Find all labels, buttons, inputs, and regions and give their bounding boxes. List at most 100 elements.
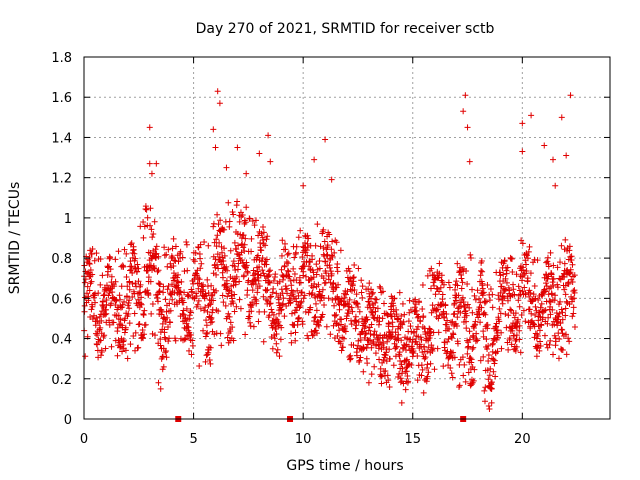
data-point	[536, 347, 543, 354]
data-point	[318, 314, 325, 321]
data-point	[165, 246, 172, 253]
data-point	[545, 314, 552, 321]
data-point	[512, 310, 519, 317]
data-point	[527, 270, 534, 277]
data-point	[445, 279, 452, 286]
data-point	[468, 356, 475, 363]
data-point	[439, 279, 446, 286]
data-point	[132, 255, 139, 262]
data-point	[83, 290, 90, 297]
data-point	[321, 238, 328, 245]
data-point	[226, 223, 233, 230]
data-point	[545, 263, 552, 270]
data-point	[427, 328, 434, 335]
data-point	[461, 304, 468, 311]
data-point	[160, 283, 167, 290]
data-point	[571, 295, 578, 302]
data-point	[167, 291, 174, 298]
data-point	[288, 330, 295, 337]
data-point	[118, 283, 125, 290]
data-point	[498, 329, 505, 336]
data-point	[212, 256, 219, 263]
data-point	[407, 323, 414, 330]
data-point	[164, 286, 171, 293]
data-point	[319, 311, 326, 318]
data-point	[144, 287, 151, 294]
data-point	[197, 265, 204, 272]
data-point	[274, 346, 281, 353]
data-point	[92, 299, 99, 306]
data-point	[179, 310, 186, 317]
data-point	[107, 254, 114, 261]
data-point	[202, 304, 209, 311]
data-point	[260, 338, 267, 345]
data-point	[262, 242, 269, 249]
data-point	[414, 377, 421, 384]
data-point	[225, 199, 232, 206]
data-point	[197, 305, 204, 312]
data-point	[236, 218, 243, 225]
data-point	[281, 313, 288, 320]
data-point	[392, 329, 399, 336]
data-point	[358, 329, 365, 336]
data-point	[450, 311, 457, 318]
data-point	[375, 321, 382, 328]
data-point	[526, 293, 533, 300]
axis-ticks	[83, 56, 610, 420]
data-point	[178, 278, 185, 285]
data-point	[254, 274, 261, 281]
data-point	[364, 316, 371, 323]
data-point	[520, 267, 527, 274]
data-point	[280, 300, 287, 307]
data-point	[432, 291, 439, 298]
data-point	[132, 280, 139, 287]
data-point	[231, 263, 238, 270]
data-point	[565, 280, 572, 287]
data-point	[379, 315, 386, 322]
data-point	[192, 250, 199, 257]
data-point	[558, 306, 565, 313]
data-point	[259, 267, 266, 274]
data-point	[545, 273, 552, 280]
data-point	[103, 296, 110, 303]
data-point	[273, 349, 280, 356]
x-tick-label: 20	[514, 432, 531, 447]
data-point	[541, 332, 548, 339]
data-point	[260, 240, 267, 247]
data-point	[552, 292, 559, 299]
data-point	[216, 239, 223, 246]
data-point	[153, 243, 160, 250]
data-point	[109, 289, 116, 296]
data-point	[248, 248, 255, 255]
data-point	[571, 289, 578, 296]
data-point	[121, 246, 128, 253]
data-point	[556, 310, 563, 317]
data-point	[161, 329, 168, 336]
data-point	[503, 279, 510, 286]
data-point	[134, 268, 141, 275]
data-point	[172, 243, 179, 250]
data-point	[171, 335, 178, 342]
data-point	[197, 255, 204, 262]
data-point	[154, 294, 161, 301]
data-point	[422, 354, 429, 361]
data-point	[241, 241, 248, 248]
data-point	[125, 311, 132, 318]
data-point	[474, 287, 481, 294]
data-point	[464, 344, 471, 351]
data-point	[485, 352, 492, 359]
data-point	[523, 261, 530, 268]
data-point	[314, 221, 321, 228]
data-point	[502, 286, 509, 293]
data-point	[254, 268, 261, 275]
data-point	[141, 331, 148, 338]
data-point	[467, 355, 474, 362]
data-point	[122, 347, 129, 354]
data-point	[81, 279, 88, 286]
data-point	[131, 264, 138, 271]
data-point	[309, 290, 316, 297]
data-point	[505, 346, 512, 353]
data-point	[477, 319, 484, 326]
data-point	[349, 282, 356, 289]
data-point	[436, 288, 443, 295]
